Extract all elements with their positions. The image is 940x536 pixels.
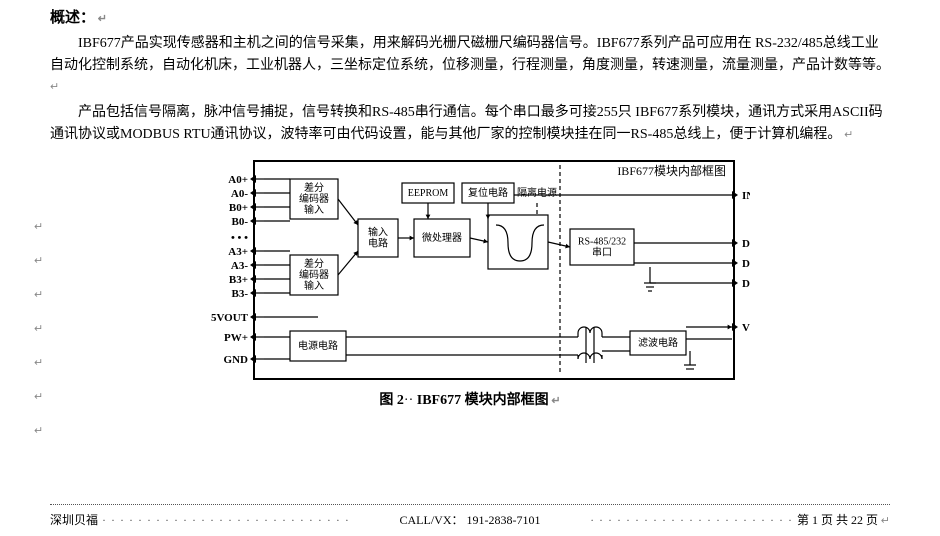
svg-text:DADT+: DADT+ — [742, 238, 750, 250]
svg-text:编码器: 编码器 — [299, 268, 329, 281]
svg-text:RS-485/232: RS-485/232 — [578, 237, 626, 248]
svg-text:滤波电路: 滤波电路 — [638, 336, 678, 349]
figure-block-diagram: IBF677模块内部框图 A0+ A0- B0+ B0- • • • A3+ A3- B3+ B3… — [190, 155, 750, 385]
svg-text:隔离电源: 隔离电源 — [517, 186, 557, 199]
svg-text:输入: 输入 — [368, 226, 388, 239]
svg-text:编码器: 编码器 — [299, 192, 329, 205]
svg-text:PW+: PW+ — [224, 332, 248, 344]
paragraph-1: IBF677产品实现传感器和主机之间的信号采集，用来解码光栅尺磁栅尺编码器信号。… — [50, 36, 890, 73]
svg-text:A3+: A3+ — [228, 246, 248, 258]
svg-text:输入: 输入 — [304, 279, 324, 292]
svg-text:复位电路: 复位电路 — [468, 186, 508, 199]
figure-caption: 图 2·· IBF677 模块内部框图 ↵ — [50, 389, 890, 409]
svg-text:B3-: B3- — [232, 288, 249, 300]
svg-text:B3+: B3+ — [229, 274, 248, 286]
svg-text:电源电路: 电源电路 — [298, 339, 338, 352]
svg-text:• • •: • • • — [231, 232, 248, 244]
svg-text:差分: 差分 — [304, 181, 324, 194]
svg-text:INIT: INIT — [742, 190, 750, 202]
svg-text:B0-: B0- — [232, 216, 249, 228]
svg-text:微处理器: 微处理器 — [422, 231, 462, 244]
svg-text:A3-: A3- — [231, 260, 248, 272]
svg-text:B0+: B0+ — [229, 202, 248, 214]
footer-center: CALL/VX： 191-2838-7101 — [399, 513, 540, 527]
svg-text:串口: 串口 — [592, 247, 612, 259]
footer-page: 第 1 页 共 22 页 — [797, 513, 878, 527]
svg-text:EEPROM: EEPROM — [408, 188, 449, 199]
section-heading: 概述： — [50, 10, 95, 26]
svg-text:DGND: DGND — [742, 278, 750, 290]
svg-text:A0+: A0+ — [228, 174, 248, 186]
svg-text:GND: GND — [224, 354, 249, 366]
footer-left: 深圳贝福 — [50, 513, 98, 527]
svg-text:DADT-: DADT- — [742, 258, 750, 270]
svg-text:IBF677模块内部框图: IBF677模块内部框图 — [617, 163, 726, 178]
svg-text:差分: 差分 — [304, 257, 324, 270]
svg-text:A0-: A0- — [231, 188, 248, 200]
svg-text:5VOUT: 5VOUT — [211, 312, 249, 324]
gutter-marks: ↵↵↵↵↵↵↵ — [34, 210, 43, 448]
svg-text:V+: V+ — [742, 322, 750, 334]
paragraph-2: 产品包括信号隔离，脉冲信号捕捉，信号转换和RS-485串行通信。每个串口最多可接… — [50, 105, 883, 142]
svg-text:电路: 电路 — [368, 237, 388, 250]
svg-text:输入: 输入 — [304, 203, 324, 216]
page-footer: 深圳贝福 · · · · · · · · · · · · · · · · · ·… — [50, 504, 890, 528]
